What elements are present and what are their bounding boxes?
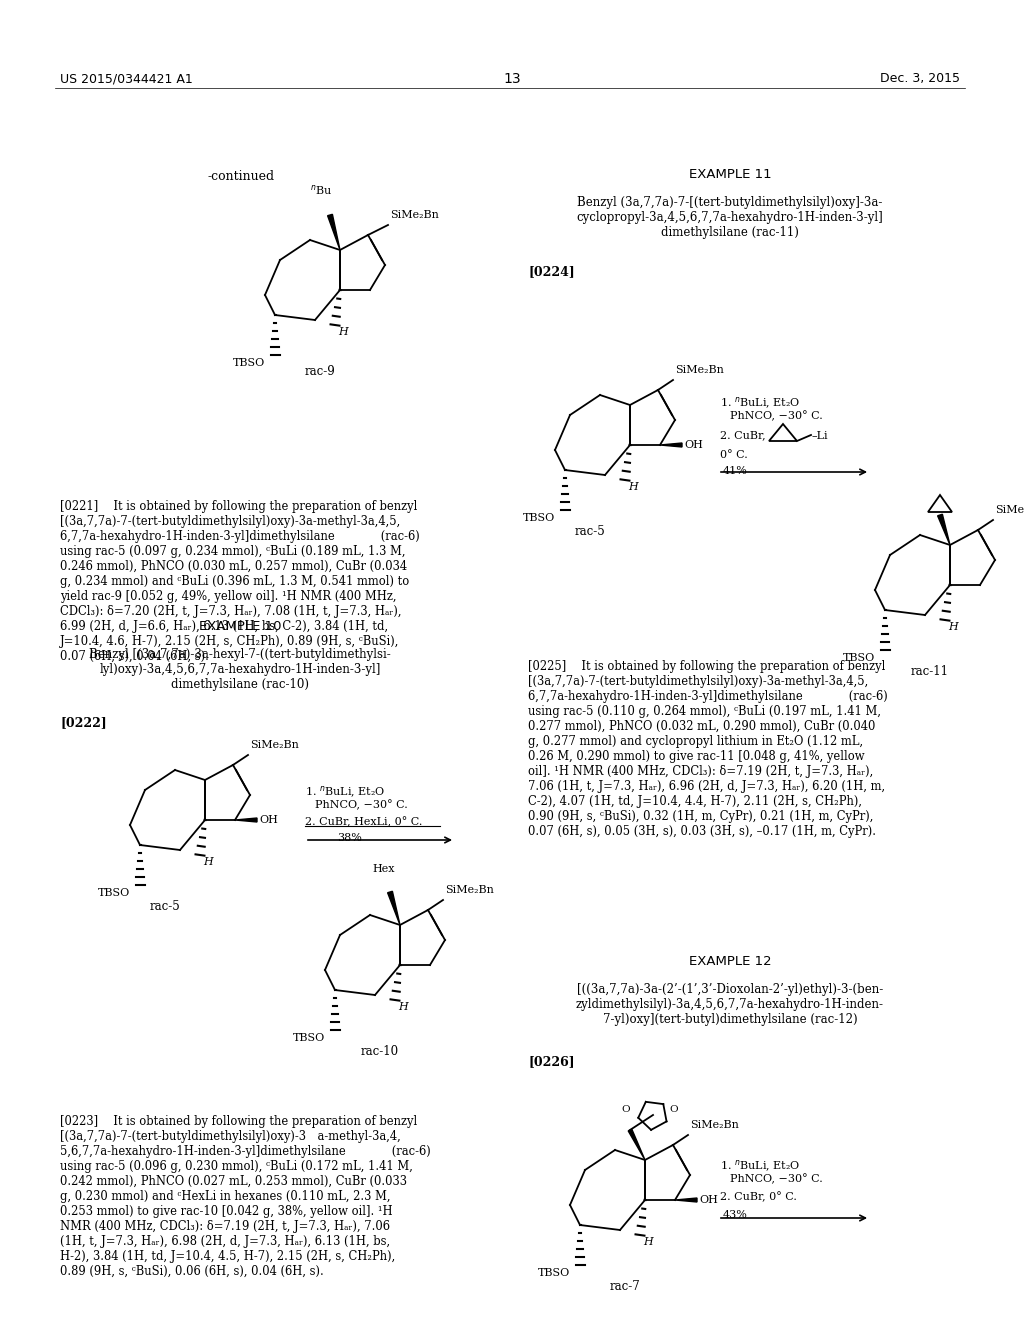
Text: $^n$Bu: $^n$Bu [310,183,333,197]
Text: Hex: Hex [372,865,394,874]
Text: rac-9: rac-9 [304,366,336,378]
Text: 1. $^n$BuLi, Et₂O: 1. $^n$BuLi, Et₂O [305,784,385,800]
Text: rac-7: rac-7 [609,1280,640,1294]
Text: Dec. 3, 2015: Dec. 3, 2015 [880,73,961,84]
Text: [((3a,7,7a)-3a-(2’-(1’,3’-Dioxolan-2’-yl)ethyl)-3-(ben-
zyldimethylsilyl)-3a,4,5: [((3a,7,7a)-3a-(2’-(1’,3’-Dioxolan-2’-yl… [575,983,884,1026]
Text: EXAMPLE 11: EXAMPLE 11 [689,168,771,181]
Text: Benzyl (3a,7,7a)-7-[(tert-butyldimethylsilyl)oxy]-3a-
cyclopropyl-3a,4,5,6,7,7a-: Benzyl (3a,7,7a)-7-[(tert-butyldimethyls… [577,195,884,239]
Polygon shape [628,1129,645,1160]
Text: -continued: -continued [208,170,275,183]
Text: [0221]  It is obtained by following the preparation of benzyl
[(3a,7,7a)-7-(tert: [0221] It is obtained by following the p… [60,500,420,663]
Polygon shape [234,818,257,822]
Text: O: O [622,1106,630,1114]
Polygon shape [938,515,950,545]
Text: [0222]: [0222] [60,715,106,729]
Text: TBSO: TBSO [522,513,555,523]
Polygon shape [388,891,400,925]
Text: 0° C.: 0° C. [720,450,748,459]
Text: [0223]  It is obtained by following the preparation of benzyl
[(3a,7,7a)-7-(tert: [0223] It is obtained by following the p… [60,1115,431,1278]
Text: rac-11: rac-11 [911,665,949,678]
Text: SiMe₂Bn: SiMe₂Bn [675,366,724,375]
Polygon shape [660,444,682,447]
Text: TBSO: TBSO [293,1034,325,1043]
Text: –Li: –Li [812,432,828,441]
Text: SiMe₂Bn: SiMe₂Bn [995,506,1024,515]
Text: H: H [628,482,638,492]
Text: US 2015/0344421 A1: US 2015/0344421 A1 [60,73,193,84]
Text: PhNCO, −30° C.: PhNCO, −30° C. [315,800,408,810]
Text: rac-5: rac-5 [574,525,605,539]
Text: 1. $^n$BuLi, Et₂O: 1. $^n$BuLi, Et₂O [720,1158,801,1173]
Text: PhNCO, −30° C.: PhNCO, −30° C. [730,1173,822,1184]
Text: 43%: 43% [723,1210,748,1220]
Text: H: H [948,622,957,632]
Text: 2. CuBr,: 2. CuBr, [720,430,766,440]
Text: EXAMPLE 10: EXAMPLE 10 [199,620,282,634]
Text: rac-5: rac-5 [150,900,180,913]
Text: OH: OH [684,440,702,450]
Text: [0226]: [0226] [528,1055,574,1068]
Text: SiMe₂Bn: SiMe₂Bn [690,1119,739,1130]
Text: SiMe₂Bn: SiMe₂Bn [390,210,439,220]
Text: O: O [669,1106,678,1114]
Text: 2. CuBr, 0° C.: 2. CuBr, 0° C. [720,1192,797,1203]
Text: 1. $^n$BuLi, Et₂O: 1. $^n$BuLi, Et₂O [720,395,801,411]
Text: H: H [203,857,213,867]
Polygon shape [328,214,340,249]
Text: TBSO: TBSO [232,358,265,368]
Text: 13: 13 [503,73,521,86]
Text: rac-10: rac-10 [360,1045,399,1059]
Text: OH: OH [699,1195,718,1205]
Text: [0224]: [0224] [528,265,574,279]
Text: H: H [338,327,348,337]
Text: SiMe₂Bn: SiMe₂Bn [445,884,494,895]
Text: 41%: 41% [723,466,748,477]
Text: TBSO: TBSO [97,888,130,898]
Text: H: H [643,1237,652,1247]
Text: TBSO: TBSO [843,653,874,663]
Polygon shape [675,1199,697,1203]
Text: [0225]  It is obtained by following the preparation of benzyl
[(3a,7,7a)-7-(tert: [0225] It is obtained by following the p… [528,660,888,838]
Text: PhNCO, −30° C.: PhNCO, −30° C. [730,411,822,421]
Text: H: H [398,1002,408,1012]
Text: Benzyl [(3a,7,7a)-3a-hexyl-7-((tert-butyldimethylsi-
lyl)oxy)-3a,4,5,6,7,7a-hexa: Benzyl [(3a,7,7a)-3a-hexyl-7-((tert-buty… [89,648,391,690]
Text: EXAMPLE 12: EXAMPLE 12 [689,954,771,968]
Text: SiMe₂Bn: SiMe₂Bn [250,741,299,750]
Text: OH: OH [259,814,278,825]
Text: TBSO: TBSO [538,1269,570,1278]
Text: 2. CuBr, HexLi, 0° C.: 2. CuBr, HexLi, 0° C. [305,817,422,828]
Text: 38%: 38% [338,833,362,843]
